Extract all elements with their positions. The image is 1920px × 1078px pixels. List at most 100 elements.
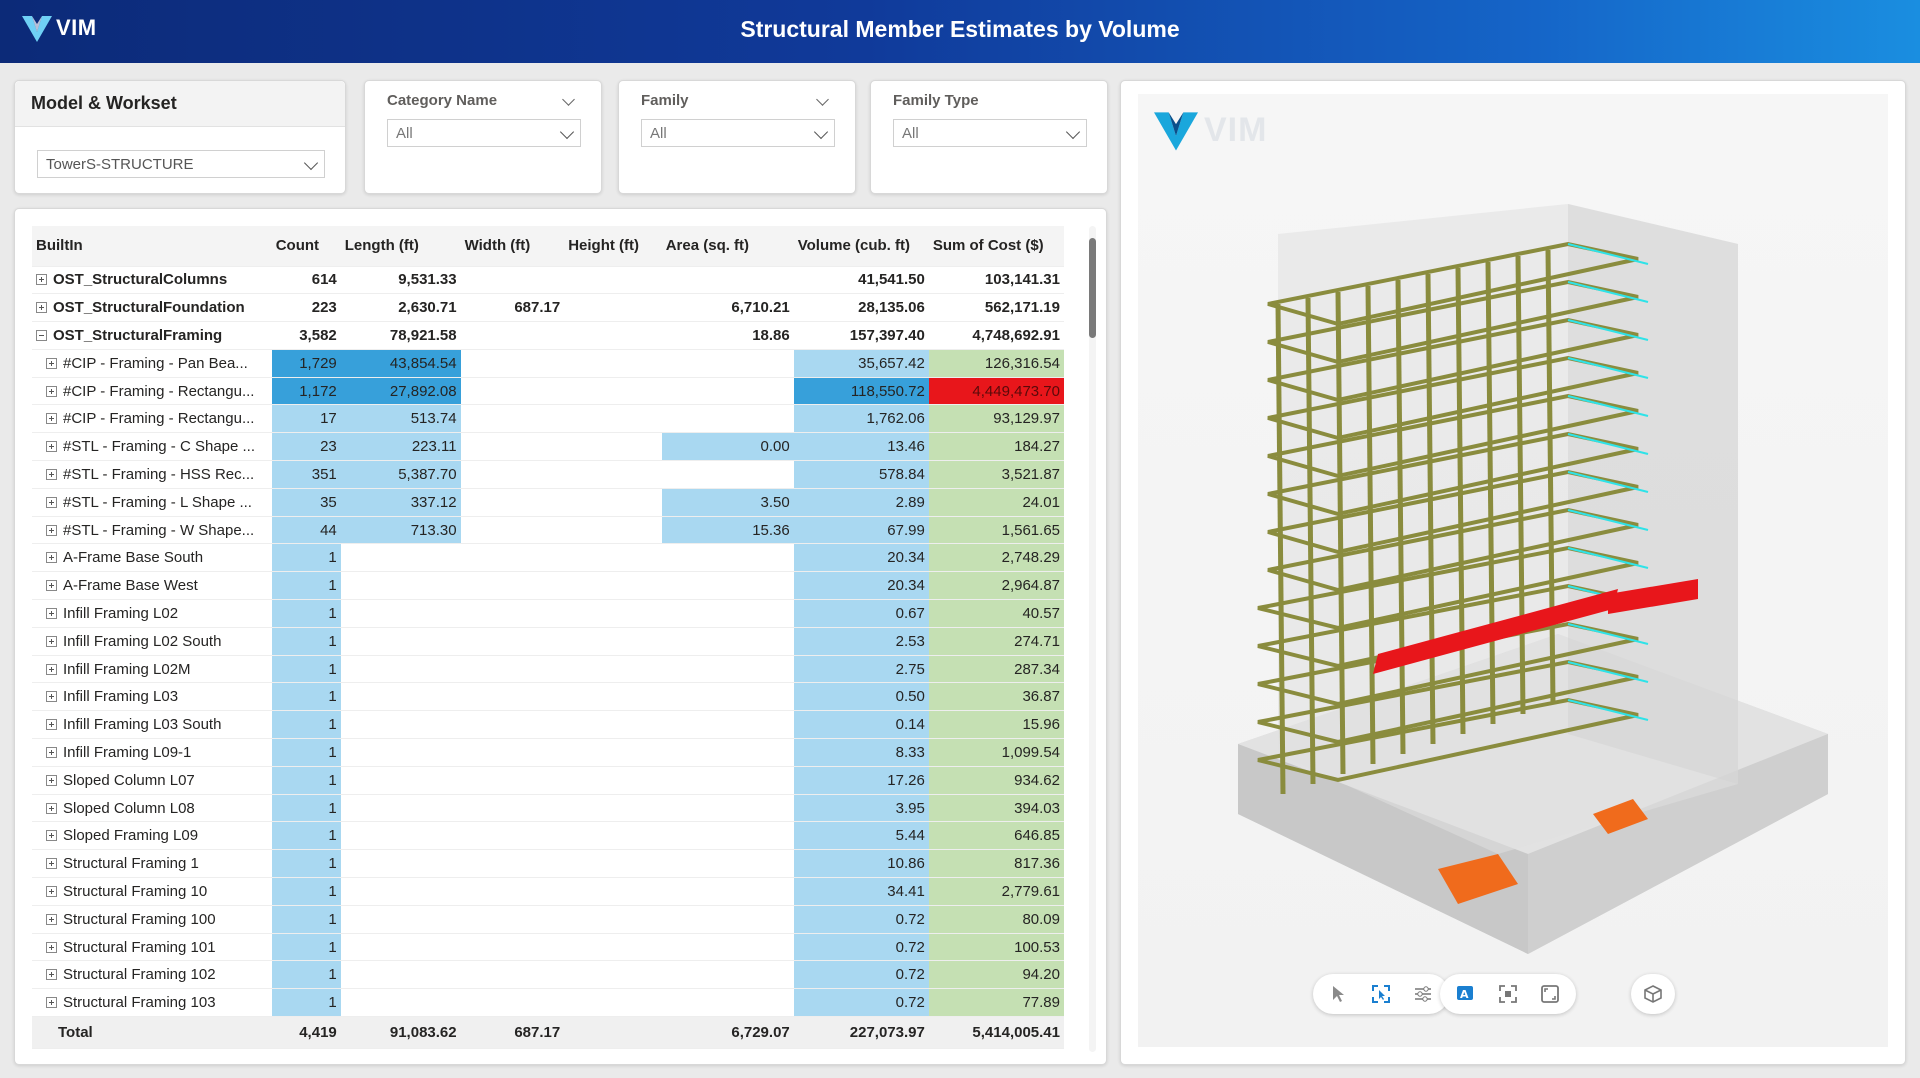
table-row[interactable]: Infill Framing L02M 1 2.75 287.34 xyxy=(32,655,1064,684)
column-header[interactable]: Count xyxy=(271,226,341,267)
table-row[interactable]: #CIP - Framing - Rectangu... 17 513.74 1,76… xyxy=(32,404,1064,434)
category-row[interactable]: OST_StructuralFraming 3,582 78,921.58 18.86… xyxy=(32,321,1064,350)
table-row[interactable]: A-Frame Base South 1 20.34 2,748.29 xyxy=(32,543,1064,573)
table-row[interactable]: Infill Framing L03 1 0.50 36.87 xyxy=(32,682,1064,712)
scrollbar-thumb[interactable] xyxy=(1089,238,1096,338)
expand-icon[interactable] xyxy=(46,719,57,731)
collapse-icon[interactable] xyxy=(36,329,47,341)
expand-icon[interactable] xyxy=(46,357,57,369)
column-header[interactable]: Sum of Cost ($) xyxy=(928,226,1064,267)
expand-icon[interactable] xyxy=(36,302,47,314)
expand-icon[interactable] xyxy=(46,774,57,786)
column-header[interactable]: Length (ft) xyxy=(340,226,461,267)
cell-area xyxy=(661,571,794,601)
category-row[interactable]: OST_StructuralFoundation 223 2,630.71 687.1… xyxy=(32,293,1064,323)
table-row[interactable]: Sloped Framing L09 1 5.44 646.85 xyxy=(32,821,1064,851)
cell-count: 44 xyxy=(271,516,341,545)
cursor-icon[interactable] xyxy=(1321,978,1357,1010)
cell-volume: 0.72 xyxy=(793,988,929,1018)
category-row[interactable]: OST_StructuralColumns 614 9,531.33 41,541.5… xyxy=(32,266,1064,295)
expand-icon[interactable] xyxy=(46,969,57,981)
table-row[interactable]: Infill Framing L02 1 0.67 40.57 xyxy=(32,599,1064,628)
model-viewer-panel: VIM A xyxy=(1120,80,1906,1065)
expand-icon[interactable] xyxy=(46,385,57,397)
vertical-scrollbar[interactable] xyxy=(1089,226,1096,1052)
measure-icon[interactable]: A xyxy=(1448,978,1484,1010)
table-row[interactable]: #STL - Framing - HSS Rec... 351 5,387.70 57… xyxy=(32,460,1064,489)
cell-width xyxy=(460,321,565,350)
expand-icon[interactable] xyxy=(46,607,57,619)
expand-icon[interactable] xyxy=(46,858,57,870)
table-row[interactable]: Structural Framing 102 1 0.72 94.20 xyxy=(32,960,1064,990)
row-name: Structural Framing 103 xyxy=(63,994,216,1012)
expand-icon[interactable] xyxy=(46,802,57,814)
family-type-dropdown[interactable]: All xyxy=(893,119,1087,147)
table-row[interactable]: A-Frame Base West 1 20.34 2,964.87 xyxy=(32,571,1064,601)
table-row[interactable]: #STL - Framing - W Shape... 44 713.30 15.36… xyxy=(32,516,1064,545)
expand-icon[interactable] xyxy=(46,830,57,842)
expand-icon[interactable] xyxy=(36,274,47,286)
expand-icon[interactable] xyxy=(46,413,57,425)
column-header[interactable]: Volume (cub. ft) xyxy=(793,226,929,267)
column-header[interactable]: Area (sq. ft) xyxy=(661,226,794,267)
column-header[interactable]: Height (ft) xyxy=(564,226,662,267)
row-label: #CIP - Framing - Pan Bea... xyxy=(32,349,272,378)
table-row[interactable]: #CIP - Framing - Pan Bea... 1,729 43,854.5… xyxy=(32,349,1064,378)
expand-icon[interactable] xyxy=(46,441,57,453)
table-row[interactable]: Structural Framing 10 1 34.41 2,779.61 xyxy=(32,877,1064,906)
table-row[interactable]: #CIP - Framing - Rectangu... 1,172 27,892.… xyxy=(32,377,1064,406)
cell-volume: 67.99 xyxy=(793,516,929,545)
table-row[interactable]: Sloped Column L07 1 17.26 934.62 xyxy=(32,766,1064,795)
table-row[interactable]: #STL - Framing - L Shape ... 35 337.12 3.50… xyxy=(32,488,1064,517)
building-model-render[interactable] xyxy=(1138,94,1888,1047)
expand-icon[interactable] xyxy=(46,468,57,480)
expand-icon[interactable] xyxy=(46,552,57,564)
table-row[interactable]: Infill Framing L09-1 1 8.33 1,099.54 xyxy=(32,738,1064,767)
total-length: 91,083.62 xyxy=(340,1016,461,1050)
expand-icon[interactable] xyxy=(46,941,57,953)
category-name-dropdown[interactable]: All xyxy=(387,119,581,147)
column-header[interactable]: BuiltIn xyxy=(32,226,272,267)
expand-icon[interactable] xyxy=(46,580,57,592)
expand-icon[interactable] xyxy=(46,663,57,675)
table-row[interactable]: Structural Framing 1 1 10.86 817.36 xyxy=(32,849,1064,879)
model-workset-dropdown[interactable]: TowerS-STRUCTURE xyxy=(37,150,325,178)
cell-height xyxy=(564,655,662,684)
expand-icon[interactable] xyxy=(46,524,57,536)
table-row[interactable]: Structural Framing 103 1 0.72 77.89 xyxy=(32,988,1064,1018)
chevron-down-icon[interactable] xyxy=(562,93,575,106)
row-name: Infill Framing L09-1 xyxy=(63,743,192,761)
expand-icon[interactable] xyxy=(46,997,57,1009)
expand-icon[interactable] xyxy=(46,885,57,897)
table-row[interactable]: Infill Framing L02 South 1 2.53 274.71 xyxy=(32,627,1064,656)
frame-object-icon[interactable] xyxy=(1490,978,1526,1010)
expand-icon[interactable] xyxy=(46,635,57,647)
edge-highlight xyxy=(1567,395,1649,417)
expand-icon[interactable] xyxy=(46,913,57,925)
cell-height xyxy=(564,432,662,462)
cell-count: 1 xyxy=(271,710,341,740)
table-row[interactable]: Infill Framing L03 South 1 0.14 15.96 xyxy=(32,710,1064,740)
cell-volume: 5.44 xyxy=(793,821,929,851)
column-header[interactable]: Width (ft) xyxy=(460,226,565,267)
expand-icon[interactable] xyxy=(46,746,57,758)
table-row[interactable]: #STL - Framing - C Shape ... 23 223.11 0.00… xyxy=(32,432,1064,462)
cell-count: 23 xyxy=(271,432,341,462)
expand-icon[interactable] xyxy=(46,496,57,508)
select-area-icon[interactable] xyxy=(1363,978,1399,1010)
cube-icon[interactable] xyxy=(1635,978,1671,1010)
chevron-down-icon[interactable] xyxy=(816,93,829,106)
fullscreen-icon[interactable] xyxy=(1532,978,1568,1010)
cell-volume: 34.41 xyxy=(793,877,929,906)
table-row[interactable]: Structural Framing 101 1 0.72 100.53 xyxy=(32,933,1064,962)
cell-length xyxy=(340,682,461,712)
model-viewport[interactable]: VIM A xyxy=(1138,94,1888,1047)
expand-icon[interactable] xyxy=(46,691,57,703)
cell-length xyxy=(340,738,461,767)
family-dropdown[interactable]: All xyxy=(641,119,835,147)
cell-length: 223.11 xyxy=(340,432,461,462)
sliders-icon[interactable] xyxy=(1405,978,1441,1010)
model-workset-slicer: Model & Workset TowerS-STRUCTURE xyxy=(14,80,346,194)
table-row[interactable]: Sloped Column L08 1 3.95 394.03 xyxy=(32,794,1064,823)
table-row[interactable]: Structural Framing 100 1 0.72 80.09 xyxy=(32,905,1064,934)
